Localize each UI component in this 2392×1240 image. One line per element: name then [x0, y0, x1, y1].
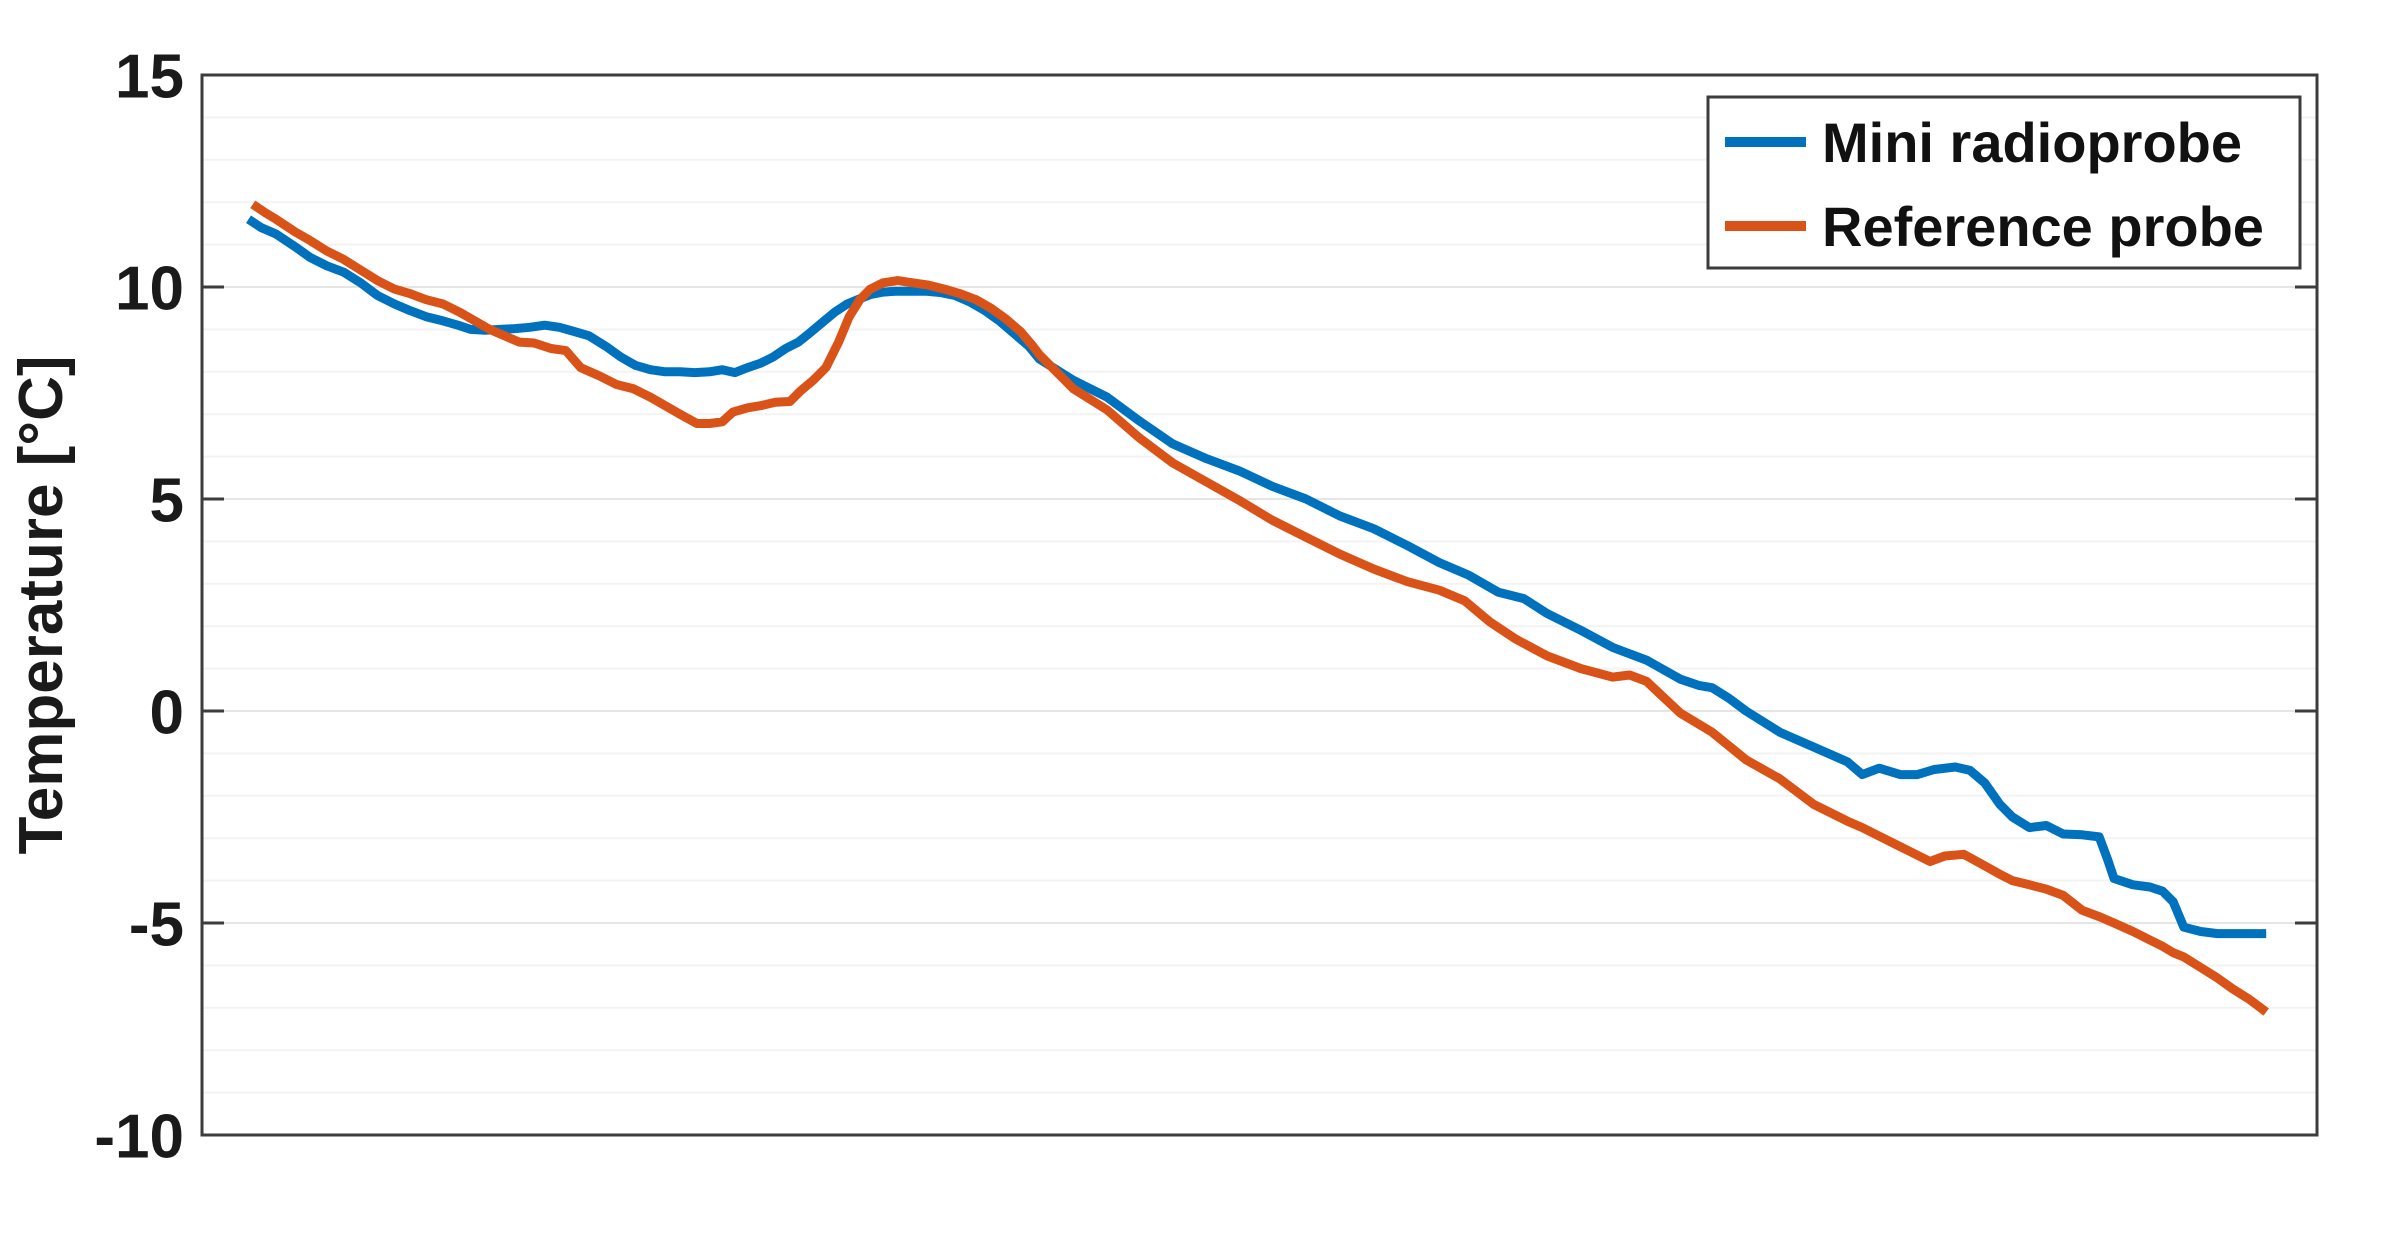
y-tick-label: 15 [115, 42, 184, 111]
legend-entry-label: Mini radioprobe [1822, 111, 2242, 174]
legend-entry-label: Reference probe [1822, 195, 2264, 258]
legend-box [1706, 95, 2302, 270]
y-tick-label: 0 [150, 678, 184, 747]
y-tick-label: 10 [115, 254, 184, 323]
y-tick-label: -5 [129, 890, 184, 959]
y-tick-label: -10 [94, 1102, 184, 1171]
y-tick-label: 5 [150, 466, 184, 535]
y-axis-title: Temperature [°C] [7, 355, 76, 854]
series-line-reference-probe [250, 200, 2269, 1016]
axes-box [200, 73, 2319, 1137]
